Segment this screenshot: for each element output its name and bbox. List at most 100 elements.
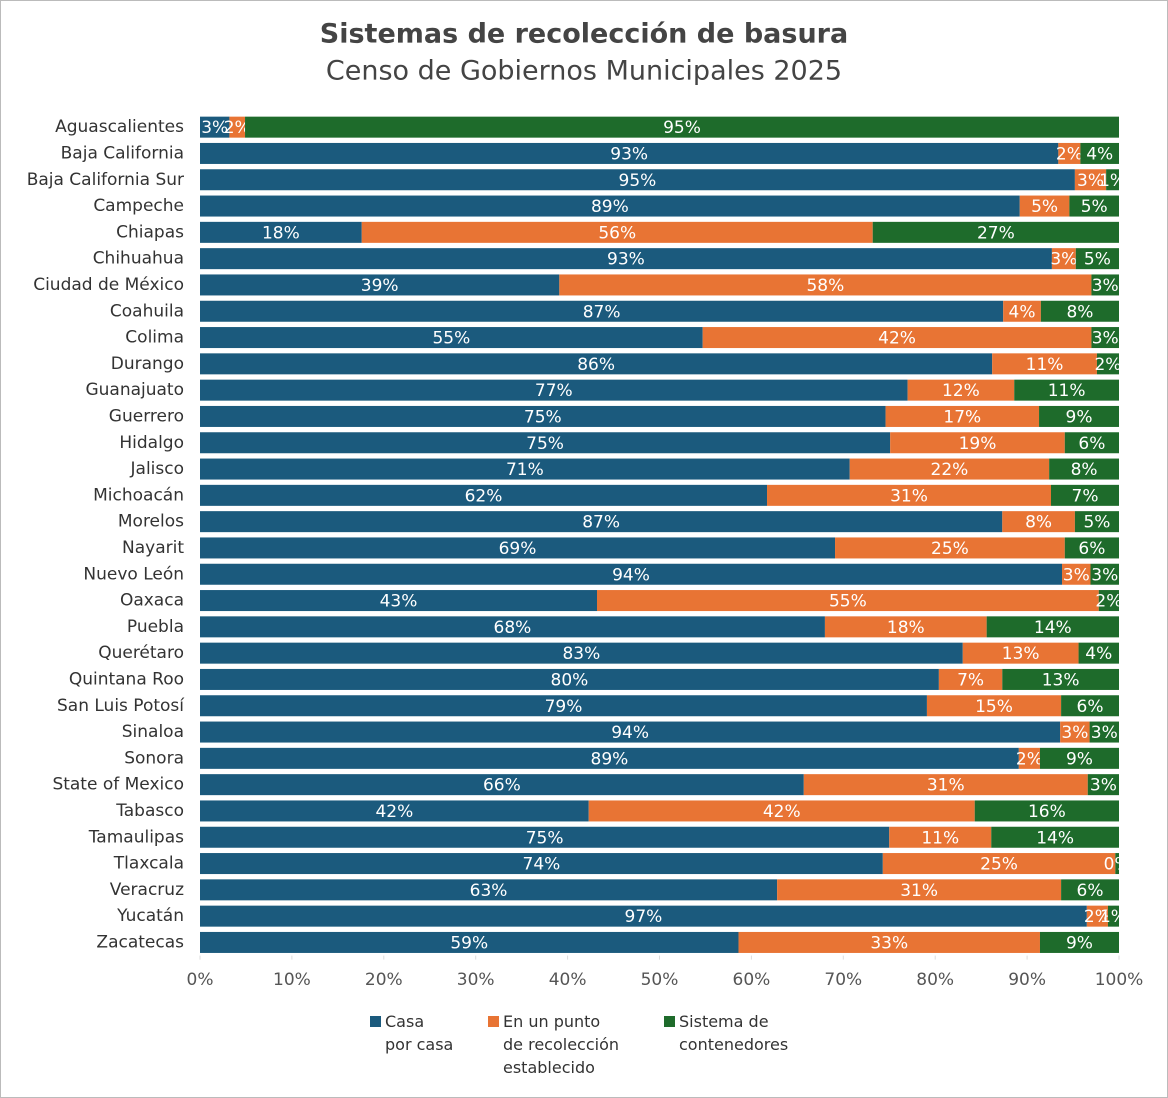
data-label: 16%: [1028, 802, 1066, 822]
bar-segment: [872, 221, 1119, 243]
data-label: 1%: [1100, 907, 1127, 927]
y-tick-label: Coahuila: [110, 301, 184, 321]
bar-segment: [1062, 563, 1091, 585]
bar-segment: [200, 248, 1052, 270]
x-tick-label: 10%: [273, 970, 311, 990]
legend-label: En un punto de recolección establecido: [503, 1012, 619, 1077]
bar-segment: [1098, 590, 1119, 612]
data-label: 3%: [1063, 565, 1090, 585]
data-label: 89%: [591, 749, 629, 769]
bar-segment: [1096, 353, 1119, 375]
bar-segment: [200, 458, 850, 480]
bar-segment: [1078, 642, 1119, 664]
y-tick-label: Quintana Roo: [69, 669, 184, 689]
x-tick-label: 40%: [549, 970, 587, 990]
bar-segment: [1002, 511, 1075, 533]
data-label: 2%: [1095, 592, 1122, 612]
bar-segment: [962, 642, 1079, 664]
y-tick-label: Campeche: [93, 196, 184, 216]
bar-segment: [588, 800, 975, 822]
data-label: 17%: [943, 407, 981, 427]
bar-segment: [1018, 747, 1040, 769]
bar-segment: [1089, 721, 1119, 743]
y-tick-label: Tabasco: [115, 801, 184, 821]
y-tick-label: State of Mexico: [52, 775, 184, 795]
bar-segment: [1003, 300, 1041, 322]
data-label: 3%: [1091, 565, 1118, 585]
data-label: 87%: [583, 302, 621, 322]
x-tick-label: 70%: [824, 970, 862, 990]
data-label: 3%: [1092, 276, 1119, 296]
bar-segment: [907, 379, 1015, 401]
data-label: 8%: [1066, 302, 1093, 322]
data-label: 75%: [526, 828, 564, 848]
data-label: 55%: [829, 592, 867, 612]
y-tick-label: Nuevo León: [83, 564, 184, 584]
bar-segment: [986, 616, 1119, 638]
bar-segment: [974, 800, 1119, 822]
data-label: 55%: [432, 329, 470, 349]
legend-item: Casa por casa: [370, 1010, 453, 1056]
data-label: 11%: [1026, 355, 1064, 375]
bar-segment: [200, 327, 703, 349]
data-label: 0%: [1104, 855, 1131, 875]
data-label: 5%: [1084, 250, 1111, 270]
bar-segment: [1075, 248, 1119, 270]
y-tick-label: Morelos: [118, 512, 184, 532]
data-label: 7%: [957, 670, 984, 690]
data-label: 14%: [1034, 618, 1072, 638]
x-tick-label: 80%: [916, 970, 954, 990]
data-label: 42%: [763, 802, 801, 822]
y-tick-label: Nayarit: [122, 538, 184, 558]
data-label: 8%: [1071, 460, 1098, 480]
data-label: 68%: [494, 618, 532, 638]
data-label: 13%: [1002, 644, 1040, 664]
data-label: 11%: [1048, 381, 1086, 401]
bar-segment: [926, 695, 1062, 717]
y-tick-label: Jalisco: [130, 459, 184, 479]
bar-segment: [245, 116, 1119, 138]
bar-segment: [885, 405, 1040, 427]
data-label: 3%: [1091, 723, 1118, 743]
bar-segment: [1039, 931, 1119, 953]
bar-segment: [200, 537, 836, 559]
data-label: 43%: [380, 592, 418, 612]
y-tick-label: San Luis Potosí: [57, 696, 185, 716]
data-label: 93%: [607, 250, 645, 270]
data-label: 3%: [201, 118, 228, 138]
bar-segment: [824, 616, 987, 638]
x-tick-label: 20%: [365, 970, 403, 990]
chart-subtitle: Censo de Gobiernos Municipales 2025: [326, 56, 842, 87]
bar-segment: [200, 195, 1020, 217]
bar-segment: [200, 274, 560, 296]
bar-segment: [767, 484, 1051, 506]
bar-segment: [200, 590, 598, 612]
data-label: 3%: [1092, 329, 1119, 349]
bar-segment: [200, 563, 1063, 585]
legend-item: En un punto de recolección establecido: [488, 1010, 619, 1079]
chart-title: Sistemas de recolección de basura: [320, 19, 848, 50]
data-label: 75%: [526, 434, 564, 454]
bar-segment: [1087, 774, 1119, 796]
data-label: 63%: [470, 881, 508, 901]
bar-segment: [1002, 668, 1119, 690]
y-tick-label: Oaxaca: [120, 591, 184, 611]
bar-segment: [200, 695, 927, 717]
bar-segment: [938, 668, 1003, 690]
bar-segment: [1058, 142, 1081, 164]
x-tick-label: 60%: [733, 970, 771, 990]
data-label: 95%: [663, 118, 701, 138]
bar-segment: [1049, 458, 1119, 480]
data-label: 56%: [598, 223, 636, 243]
bar-segment: [1051, 248, 1076, 270]
y-tick-label: Baja California Sur: [27, 170, 184, 190]
y-tick-label: Guerrero: [109, 406, 184, 426]
data-label: 4%: [1085, 644, 1112, 664]
bar-segment: [200, 300, 1004, 322]
y-tick-label: Durango: [111, 354, 184, 374]
data-label: 3%: [1090, 776, 1117, 796]
legend-swatch: [370, 1016, 381, 1027]
x-tick-label: 0%: [187, 970, 214, 990]
y-tick-label: Yucatán: [116, 906, 184, 926]
